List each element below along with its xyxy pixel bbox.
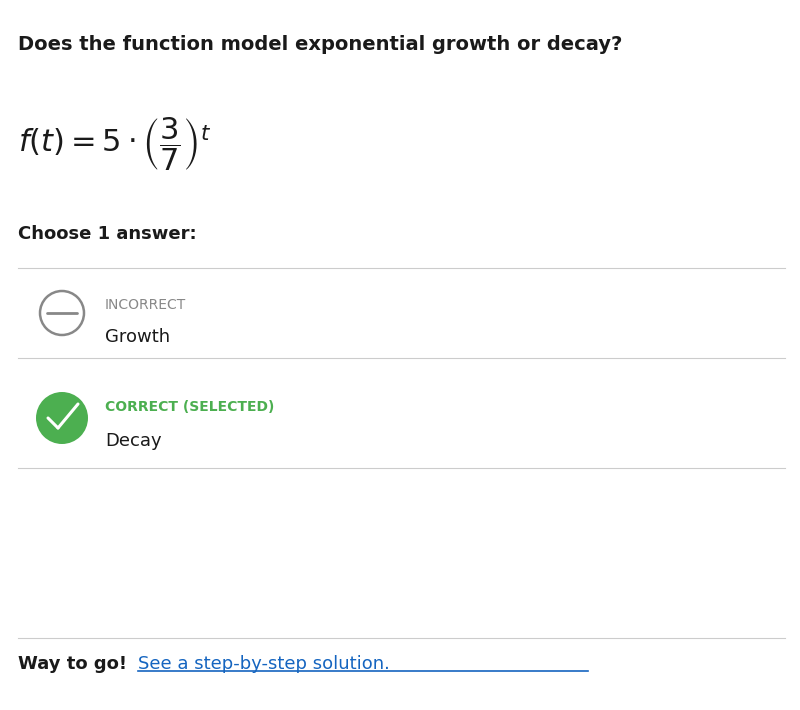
Text: Way to go!: Way to go! — [18, 655, 127, 673]
Text: Growth: Growth — [105, 328, 170, 346]
Circle shape — [36, 392, 88, 444]
Text: $f(t) = 5 \cdot \left(\dfrac{3}{7}\right)^{t}$: $f(t) = 5 \cdot \left(\dfrac{3}{7}\right… — [18, 115, 211, 173]
Text: INCORRECT: INCORRECT — [105, 298, 186, 312]
Text: Does the function model exponential growth or decay?: Does the function model exponential grow… — [18, 35, 622, 54]
Text: Choose 1 answer:: Choose 1 answer: — [18, 225, 197, 243]
Text: See a step-by-step solution.: See a step-by-step solution. — [138, 655, 390, 673]
Text: Decay: Decay — [105, 432, 162, 450]
Text: CORRECT (SELECTED): CORRECT (SELECTED) — [105, 400, 274, 414]
